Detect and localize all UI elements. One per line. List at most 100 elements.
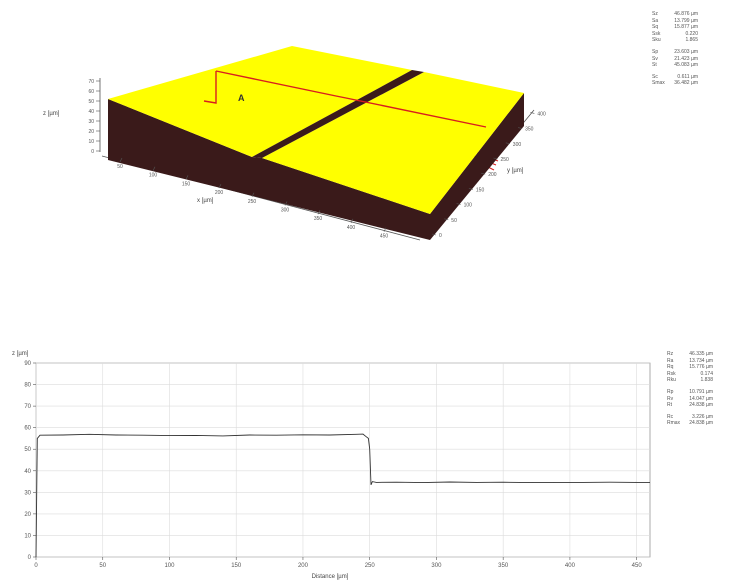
surface-parameters-panel: Sz 46.876 µm Sa 13.799 µm Sq 15.877 µm Ssk 0.22… [652,11,698,87]
stats-value: 13.734 µm [689,357,713,364]
surface-3d-view: A z [µm] x [µm] y [µm] 0 10 20 30 40 50 60 70 50… [43,46,546,241]
stats-value: 15.877 µm [674,24,698,31]
stats-key: St [652,62,657,69]
x-tick-label: 150 [182,181,191,187]
stats-row: Rp 10.791 µm [667,389,713,396]
stats-value: 45.083 µm [674,62,698,69]
y-tick-label: 100 [464,203,473,209]
x-tick-label: 450 [632,563,643,569]
x-tick-label: 50 [117,164,123,170]
stats-row: Rt 24.838 µm [667,402,713,409]
y-tick-label: 300 [513,142,522,148]
stats-row: Sku 1.865 [652,37,698,44]
surface-groove [252,70,424,158]
x-tick-label: 350 [498,563,509,569]
z-axis-label: z [µm] [43,111,60,117]
surface-tick-labels: 0 10 20 30 40 50 60 70 50 100 150 200 250 300 350 400 45… [88,79,546,240]
x-tick-mark [218,183,222,189]
stats-row: Sq 15.877 µm [652,24,698,31]
y-axis-title: z [µm] [12,351,29,357]
y-tick-label: 350 [525,127,534,133]
stats-row: Rku 1.838 [667,377,713,384]
profile-marker-label: A [238,93,245,103]
stats-key: Sc [652,73,658,80]
surface-top-right-plateau [262,72,524,214]
x-tick-mark [152,166,156,171]
stats-value: 14.047 µm [689,395,713,402]
y-tick-mark [518,127,523,129]
y-tick-mark [468,188,473,190]
x-tick-label: 400 [347,225,356,231]
stats-key: Smax [652,80,665,87]
y-tick-label: 0 [28,555,32,561]
x-tick-label: 100 [149,173,158,179]
stats-row: Rz 46.335 µm [667,351,713,358]
x-tick-mark [185,175,189,180]
y-tick-label: 90 [24,361,31,367]
stats-value: 36.482 µm [674,80,698,87]
stats-key: Rv [667,395,674,402]
chart-ticks: 0 50 100 150 200 250 300 350 400 450 0 10 20 30 40 50 60… [24,361,642,569]
z-tick-label: 0 [91,149,94,155]
x-axis-title: Distance [µm] [312,574,349,580]
x-tick-mark [350,218,354,224]
y-tick-label: 50 [451,218,457,224]
y-tick-mark [456,203,461,205]
x-tick-label: 350 [314,216,323,222]
x-tick-label: 100 [164,563,175,569]
surface-front-side [108,99,430,240]
stats-value: 10.791 µm [689,388,713,395]
y-tick-label: 40 [24,469,31,475]
stats-key: Ra [667,357,674,364]
x-tick-label: 150 [231,563,242,569]
stats-key: Rsk [667,370,676,377]
profile-line [215,70,487,128]
z-tick-label: 10 [88,139,94,145]
stats-row: Sp 23.603 µm [652,49,698,56]
x-tick-mark [284,201,288,206]
stats-value: 46.335 µm [689,351,713,357]
stats-key: Sp [652,48,659,55]
y-tick-mark [530,112,535,114]
chart-grid [35,362,651,558]
y-tick-label: 150 [476,187,485,193]
y-tick-label: 10 [24,533,31,539]
x-tick-label: 250 [248,199,257,205]
stats-value: 46.876 µm [674,11,698,17]
stats-key: Rp [667,388,674,395]
stats-row: Sa 13.799 µm [652,18,698,25]
stats-value: 0.611 µm [677,73,698,80]
stats-key: Sku [652,37,661,44]
stats-row: Sz 46.876 µm [652,11,698,18]
x-tick-label: 300 [431,563,442,569]
y-tick-label: 80 [24,383,31,389]
z-tick-label: 20 [88,129,94,135]
x-tick-label: 50 [99,563,106,569]
stats-row: Smax 36.482 µm [652,80,698,87]
y-tick-mark [505,142,510,145]
profile-series-line [35,433,650,558]
stats-value: 21.423 µm [674,55,698,62]
stats-key: Rmax [667,420,681,427]
z-tick-label: 60 [88,89,94,95]
surface-top-left-plateau [108,46,412,157]
y-tick-label: 50 [24,447,31,453]
stats-key: Sz [652,11,658,17]
y-axis-label: y [µm] [507,168,524,174]
z-tick-label: 40 [88,109,94,115]
x-tick-label: 200 [215,190,224,196]
profile-chart: 0 50 100 150 200 250 300 350 400 450 0 10 20 30 40 50 60… [12,351,651,580]
stats-key: Rz [667,351,674,357]
stats-key: Rq [667,364,674,371]
stats-row: Rsk 0.174 [667,371,713,378]
stats-row: Rc 3.226 µm [667,414,713,421]
y-tick-mark [493,157,498,160]
stats-row: Rv 14.047 µm [667,396,713,403]
x-tick-label: 200 [298,563,309,569]
stats-value: 13.799 µm [674,17,698,24]
y-tick-mark [444,218,449,221]
x-tick-mark [119,157,123,163]
stats-key: Ssk [652,30,661,37]
y-tick-label: 60 [24,426,31,432]
plot-frame [35,362,651,558]
